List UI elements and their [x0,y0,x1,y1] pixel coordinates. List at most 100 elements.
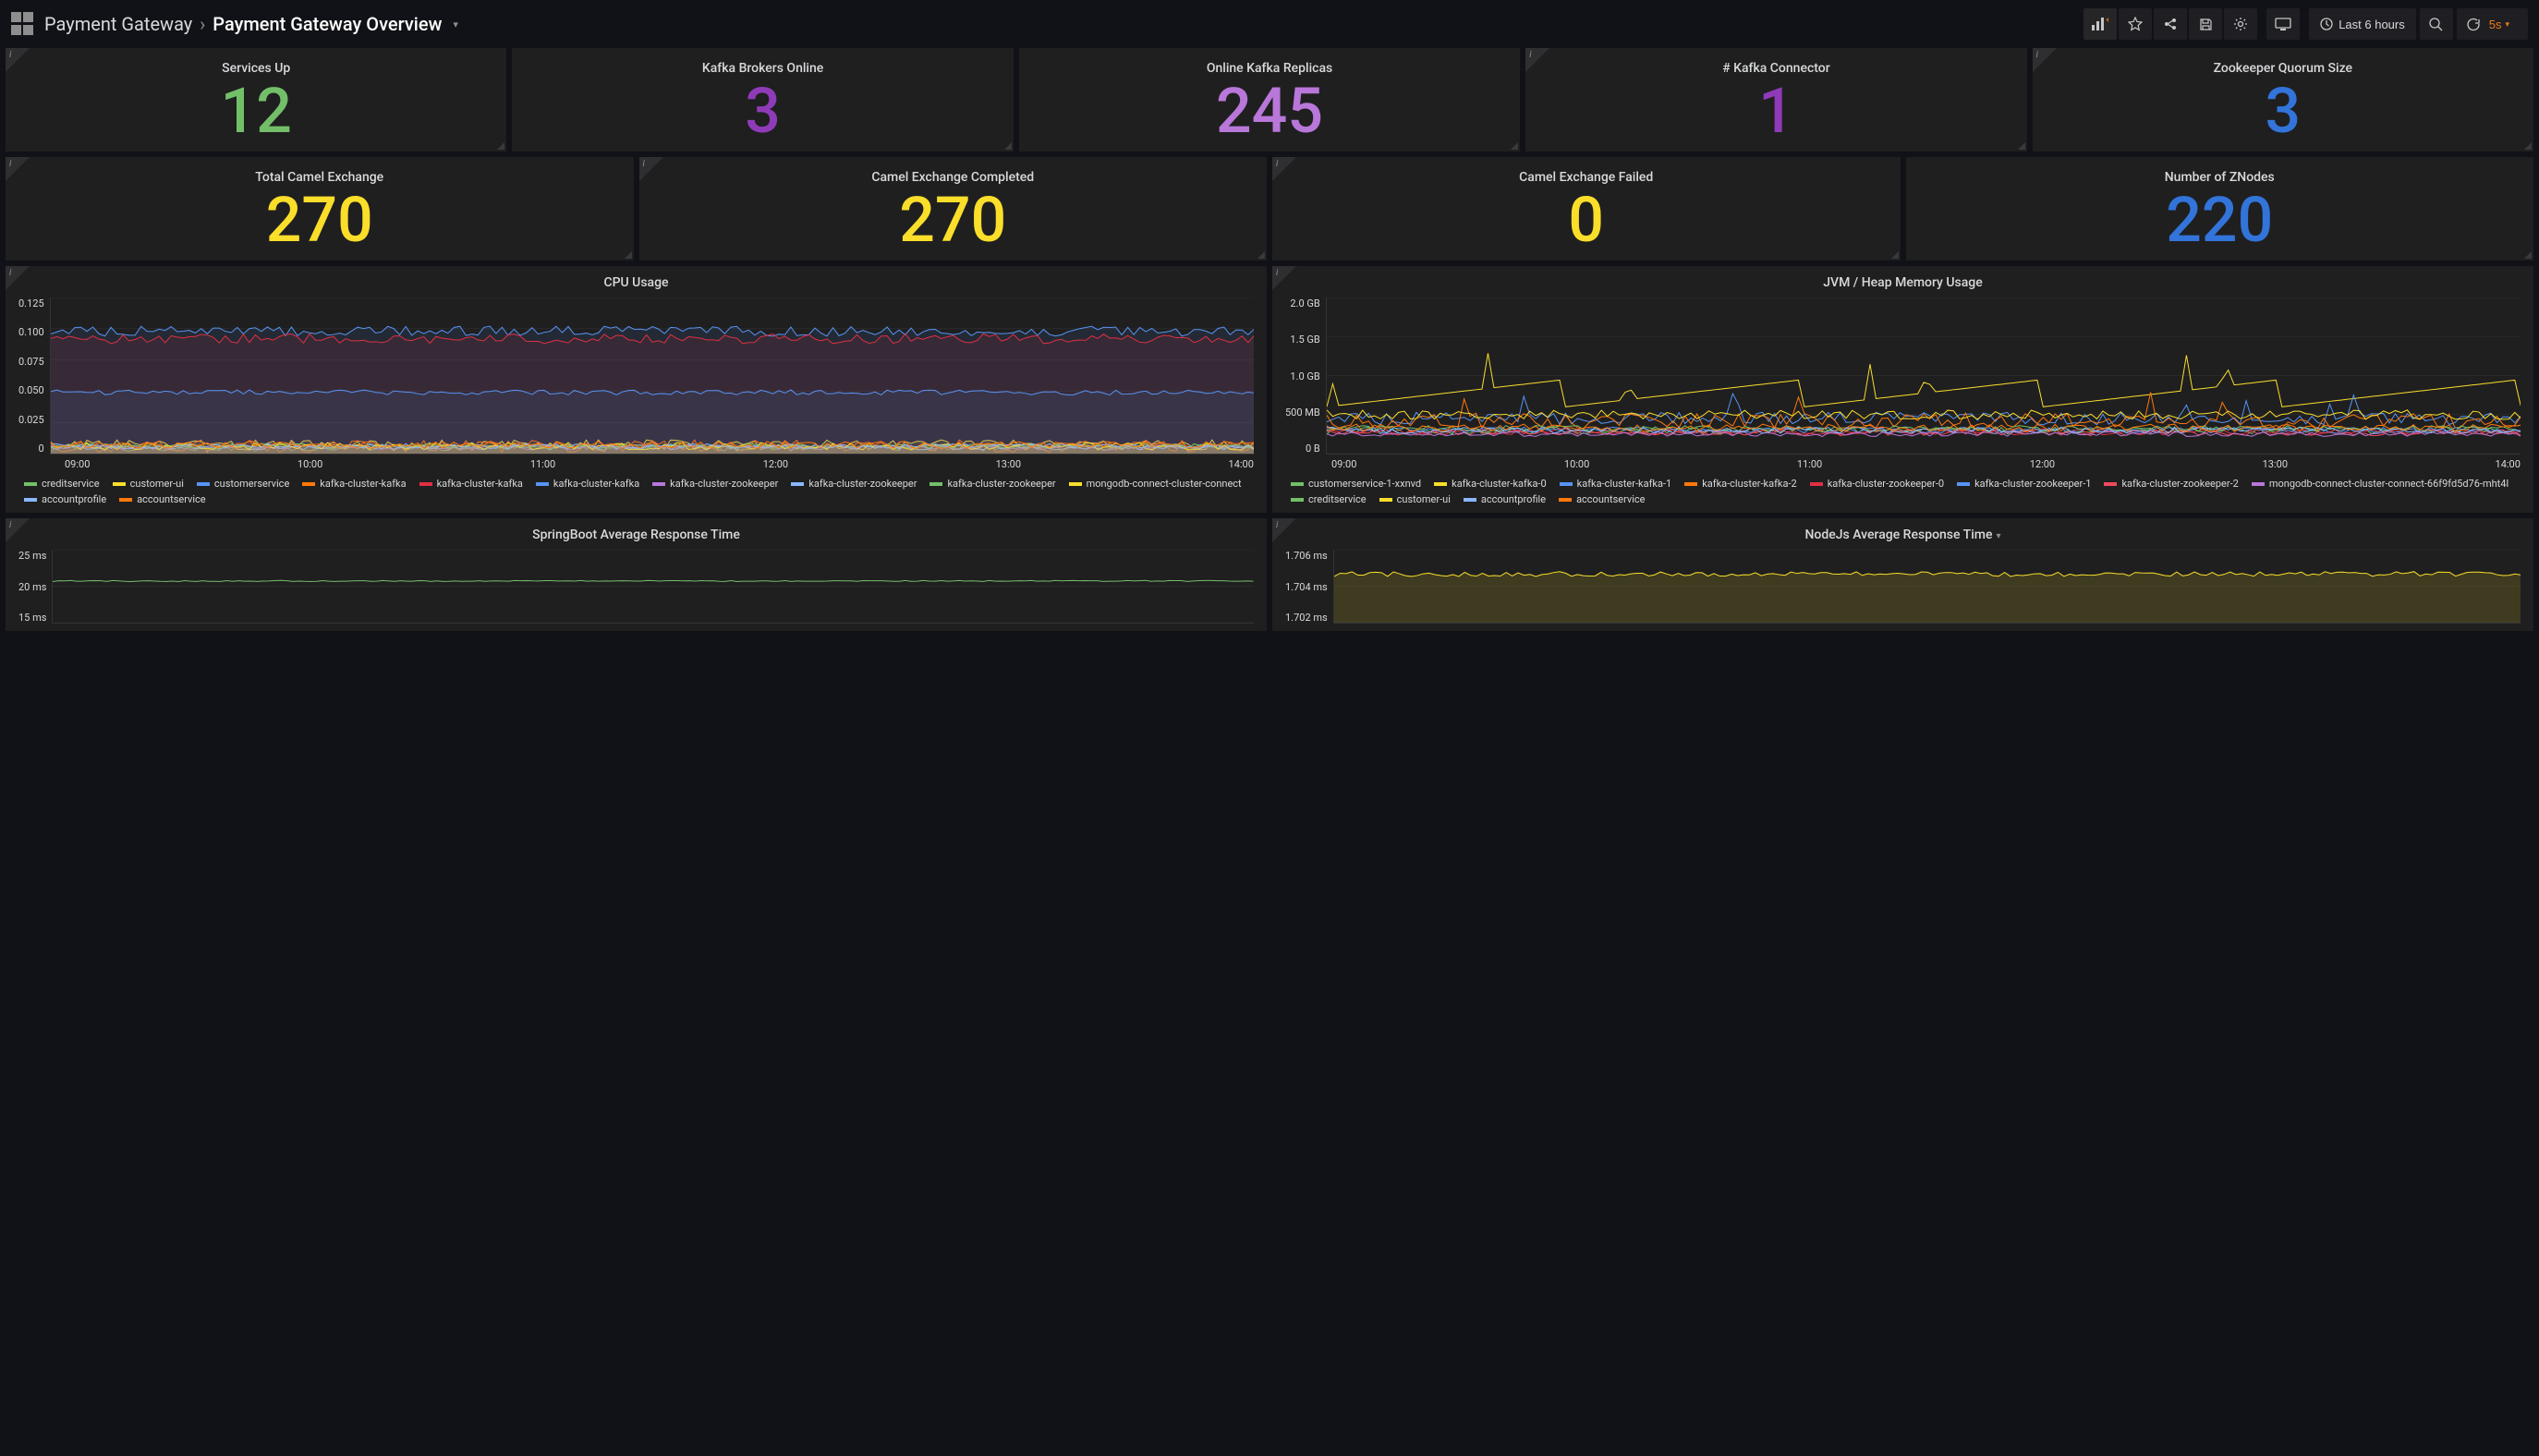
legend-item[interactable]: creditservice [24,478,100,490]
panel-info-icon[interactable] [6,266,30,290]
resize-handle-icon[interactable] [1257,251,1265,259]
legend-item[interactable]: kafka-cluster-kafka-0 [1434,478,1547,490]
panel-title[interactable]: CPU Usage [18,275,1254,290]
legend-item[interactable]: accountprofile [1464,493,1546,505]
legend-label: kafka-cluster-zookeeper [947,478,1055,490]
resize-handle-icon[interactable] [1891,251,1899,259]
panel-info-icon[interactable] [6,48,30,72]
legend-label: mongodb-connect-cluster-connect-66f9fd5d… [2269,478,2509,490]
refresh-interval[interactable]: 5s ▾ [2480,18,2519,31]
stat-value: 270 [9,188,630,251]
add-panel-button[interactable]: + [2083,8,2117,40]
legend-item[interactable]: kafka-cluster-zookeeper-2 [2104,478,2238,490]
panel-info-icon[interactable] [1272,518,1296,542]
zoom-out-button[interactable] [2420,8,2453,40]
caret-down-icon[interactable]: ▾ [1996,531,2000,541]
legend-item[interactable]: customerservice-1-xxnvd [1291,478,1421,490]
topbar-right: + Last 6 hours 5s ▾ [2083,8,2528,40]
legend-label: kafka-cluster-kafka-2 [1702,478,1797,490]
x-axis: 09:0010:0011:0012:0013:0014:00 [1285,455,2521,470]
plot-area[interactable] [52,550,1254,624]
legend-item[interactable]: kafka-cluster-kafka [536,478,639,490]
panel-info-icon[interactable] [639,157,663,181]
refresh-button[interactable]: 5s ▾ [2457,8,2528,40]
resize-handle-icon[interactable] [1511,142,1518,150]
singlestat-panel: Number of ZNodes220 [1906,157,2534,261]
legend-label: creditservice [1308,493,1367,505]
plot-area[interactable] [1333,550,2521,624]
legend-swatch-icon [1379,498,1392,502]
legend-swatch-icon [1464,498,1476,502]
panel-info-icon[interactable] [1272,157,1296,181]
legend-item[interactable]: creditservice [1291,493,1367,505]
legend-item[interactable]: kafka-cluster-zookeeper [652,478,778,490]
legend-item[interactable]: kafka-cluster-zookeeper-1 [1957,478,2091,490]
legend-item[interactable]: kafka-cluster-zookeeper [929,478,1055,490]
timerange-button[interactable]: Last 6 hours [2309,8,2416,40]
save-button[interactable] [2189,8,2222,40]
legend-item[interactable]: kafka-cluster-kafka-1 [1560,478,1672,490]
resize-handle-icon[interactable] [497,142,504,150]
legend-item[interactable]: kafka-cluster-zookeeper [791,478,917,490]
resize-handle-icon[interactable] [2018,142,2025,150]
legend-item[interactable]: kafka-cluster-kafka [302,478,406,490]
panel-info-icon[interactable] [1272,266,1296,290]
jvm-heap-panel: JVM / Heap Memory Usage 2.0 GB1.5 GB1.0 … [1272,266,2533,513]
legend-label: customer-ui [1397,493,1451,505]
legend-swatch-icon [1069,482,1082,486]
legend-item[interactable]: kafka-cluster-kafka-2 [1684,478,1797,490]
stats-row-2: Total Camel Exchange270Camel Exchange Co… [6,157,2533,261]
resize-handle-icon[interactable] [2524,251,2532,259]
star-button[interactable] [2119,8,2152,40]
resize-handle-icon[interactable] [1004,142,1012,150]
legend-label: kafka-cluster-zookeeper-1 [1974,478,2091,490]
topbar: Payment Gateway › Payment Gateway Overvi… [0,0,2539,48]
panel-info-icon[interactable] [1525,48,1549,72]
legend-label: customerservice [214,478,289,490]
legend-label: kafka-cluster-kafka [320,478,406,490]
legend-swatch-icon [1559,498,1572,502]
svg-text:+: + [2106,18,2108,26]
panel-info-icon[interactable] [2033,48,2057,72]
singlestat-panel: Zookeeper Quorum Size3 [2033,48,2533,152]
legend-item[interactable]: customer-ui [113,478,184,490]
legend-label: kafka-cluster-kafka-0 [1452,478,1547,490]
panel-info-icon[interactable] [6,518,30,542]
breadcrumb-folder[interactable]: Payment Gateway [44,13,192,35]
panel-title[interactable]: NodeJs Average Response Time▾ [1285,528,2521,542]
share-button[interactable] [2154,8,2187,40]
chevron-right-icon: › [200,13,205,35]
legend-swatch-icon [2252,482,2265,486]
y-axis: 2.0 GB1.5 GB1.0 GB500 MB0 B [1285,297,1326,455]
legend-swatch-icon [24,482,37,486]
caret-down-icon[interactable]: ▾ [453,18,458,30]
cycle-view-button[interactable] [2266,8,2300,40]
legend-item[interactable]: accountprofile [24,493,106,505]
settings-button[interactable] [2224,8,2257,40]
plot-area[interactable] [1326,297,2521,455]
legend-swatch-icon [302,482,315,486]
panel-info-icon[interactable] [6,157,30,181]
legend-item[interactable]: kafka-cluster-kafka [419,478,523,490]
legend-label: kafka-cluster-kafka [553,478,639,490]
legend-item[interactable]: mongodb-connect-cluster-connect-66f9fd5d… [2252,478,2509,490]
legend-swatch-icon [113,482,126,486]
legend-item[interactable]: kafka-cluster-zookeeper-0 [1810,478,1944,490]
grafana-logo-icon[interactable] [11,12,35,36]
legend-item[interactable]: mongodb-connect-cluster-connect [1069,478,1242,490]
legend-item[interactable]: accountservice [1559,493,1645,505]
legend-item[interactable]: customer-ui [1379,493,1451,505]
dashboard-title[interactable]: Payment Gateway Overview [213,13,442,35]
legend-label: accountservice [1576,493,1645,505]
dashboard-body: Services Up12Kafka Brokers Online3Online… [0,48,2539,631]
plot-area[interactable] [50,297,1254,455]
panel-title[interactable]: SpringBoot Average Response Time [18,528,1254,542]
resize-handle-icon[interactable] [625,251,632,259]
singlestat-panel: Kafka Brokers Online3 [512,48,1013,152]
legend-item[interactable]: customerservice [197,478,289,490]
legend-item[interactable]: accountservice [119,493,205,505]
resize-handle-icon[interactable] [2524,142,2532,150]
panel-title[interactable]: JVM / Heap Memory Usage [1285,275,2521,290]
springboot-panel: SpringBoot Average Response Time 25 ms20… [6,518,1267,631]
cpu-usage-panel: CPU Usage 0.1250.1000.0750.0500.0250 09:… [6,266,1267,513]
